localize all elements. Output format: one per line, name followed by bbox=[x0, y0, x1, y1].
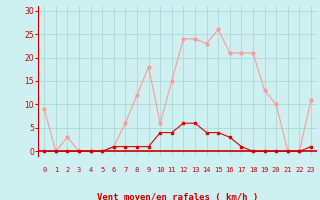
X-axis label: Vent moyen/en rafales ( km/h ): Vent moyen/en rafales ( km/h ) bbox=[97, 193, 258, 200]
